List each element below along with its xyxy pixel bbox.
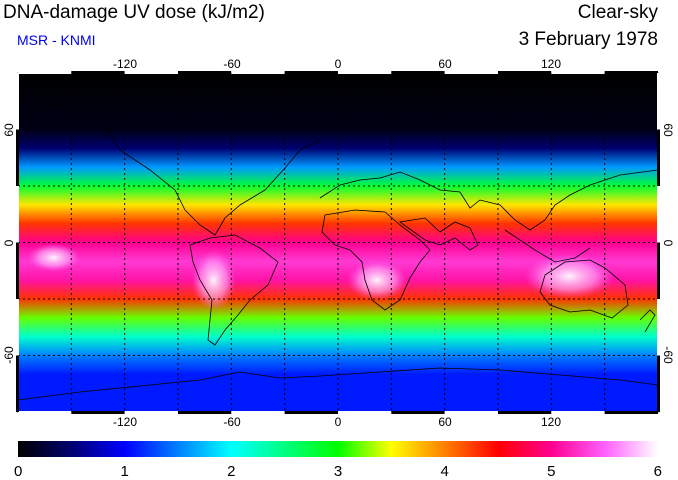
lat-tick-label: 60	[2, 123, 16, 137]
lat-tick-label: -60	[2, 346, 16, 364]
border-segment	[178, 411, 232, 414]
border-segment	[338, 411, 392, 414]
border-segment	[657, 186, 660, 243]
lat-tick-label: 0	[661, 240, 675, 247]
coast-australia	[539, 259, 629, 319]
coastlines	[17, 94, 659, 401]
lon-tick-label: 0	[335, 57, 342, 71]
border-segment	[231, 411, 285, 414]
border-segment	[338, 71, 392, 74]
lon-tick-label: -120	[113, 57, 137, 71]
lon-ticks-bottom: -120 -60 0 60 120	[113, 415, 561, 429]
border-segment	[71, 71, 125, 74]
lon-tick-label: -60	[223, 415, 241, 429]
border-segment	[657, 355, 660, 412]
lon-tick-label: 60	[438, 415, 452, 429]
lon-ticks-top: -120 -60 0 60 120	[113, 57, 561, 71]
border-segment	[71, 411, 125, 414]
colorbar-labels: 0 1 2 3 4 5 6	[14, 463, 662, 480]
colorbar-tick-label: 2	[227, 463, 235, 480]
border-segment	[16, 242, 19, 299]
source-label: MSR - KNMI	[17, 32, 96, 48]
border-segment	[124, 411, 178, 414]
border-segment	[16, 73, 19, 130]
border-segment	[657, 299, 660, 356]
colorbar-tick-label: 0	[14, 463, 22, 480]
colorbar-tick-label: 1	[120, 463, 128, 480]
coast-southeast-asia	[504, 229, 591, 263]
border-segment	[604, 411, 658, 414]
lon-tick-label: 60	[438, 57, 452, 71]
colorbar-tick-label: 6	[654, 463, 662, 480]
border-segment	[498, 71, 552, 74]
lat-ticks-right: 60 0 -60	[661, 123, 675, 364]
date-label: 3 February 1978	[518, 29, 658, 50]
colorbar-tick-label: 4	[440, 463, 448, 480]
border-segment	[657, 129, 660, 186]
map-title: DNA-damage UV dose (kJ/m2)	[3, 2, 265, 23]
border-segment	[604, 71, 658, 74]
map-border-ticks	[16, 71, 660, 414]
border-segment	[284, 71, 338, 74]
hotspot-layer	[27, 243, 615, 311]
coast-africa	[321, 209, 431, 311]
coast-arabia-india	[398, 217, 479, 251]
border-segment	[551, 411, 605, 414]
border-segment	[18, 71, 72, 74]
coast-north-america	[17, 94, 321, 236]
border-segment	[18, 411, 72, 414]
lat-tick-label: -60	[661, 346, 675, 364]
border-segment	[444, 411, 498, 414]
graticule	[18, 73, 658, 412]
lon-tick-label: 120	[541, 57, 561, 71]
border-segment	[16, 299, 19, 356]
border-segment	[391, 411, 445, 414]
lat-tick-label: 60	[661, 123, 675, 137]
border-segment	[657, 242, 660, 299]
hotspot	[191, 250, 236, 311]
border-segment	[391, 71, 445, 74]
lat-ticks-left: 60 0 -60	[2, 123, 16, 364]
coast-south-america	[189, 234, 279, 346]
colorbar-tick-label: 5	[547, 463, 555, 480]
lon-tick-label: 0	[335, 415, 342, 429]
lon-tick-label: -120	[113, 415, 137, 429]
coast-antarctica	[17, 367, 659, 401]
lat-tick-label: 0	[2, 239, 16, 246]
condition-label: Clear-sky	[577, 2, 658, 23]
border-segment	[657, 73, 660, 130]
border-segment	[16, 355, 19, 412]
border-segment	[444, 71, 498, 74]
coast-new-zealand	[639, 309, 656, 333]
border-segment	[231, 71, 285, 74]
border-segment	[178, 71, 232, 74]
border-segment	[16, 129, 19, 186]
border-segment	[16, 186, 19, 243]
colorbar-tick-label: 3	[334, 463, 342, 480]
hotspot	[347, 260, 408, 301]
border-segment	[284, 411, 338, 414]
lon-tick-label: 120	[541, 415, 561, 429]
border-segment	[551, 71, 605, 74]
colorbar	[18, 441, 658, 457]
coast-europe-asia	[319, 169, 659, 231]
hotspot	[27, 243, 80, 272]
hotspot	[524, 254, 615, 299]
border-segment	[498, 411, 552, 414]
border-segment	[124, 71, 178, 74]
lon-tick-label: -60	[223, 57, 241, 71]
